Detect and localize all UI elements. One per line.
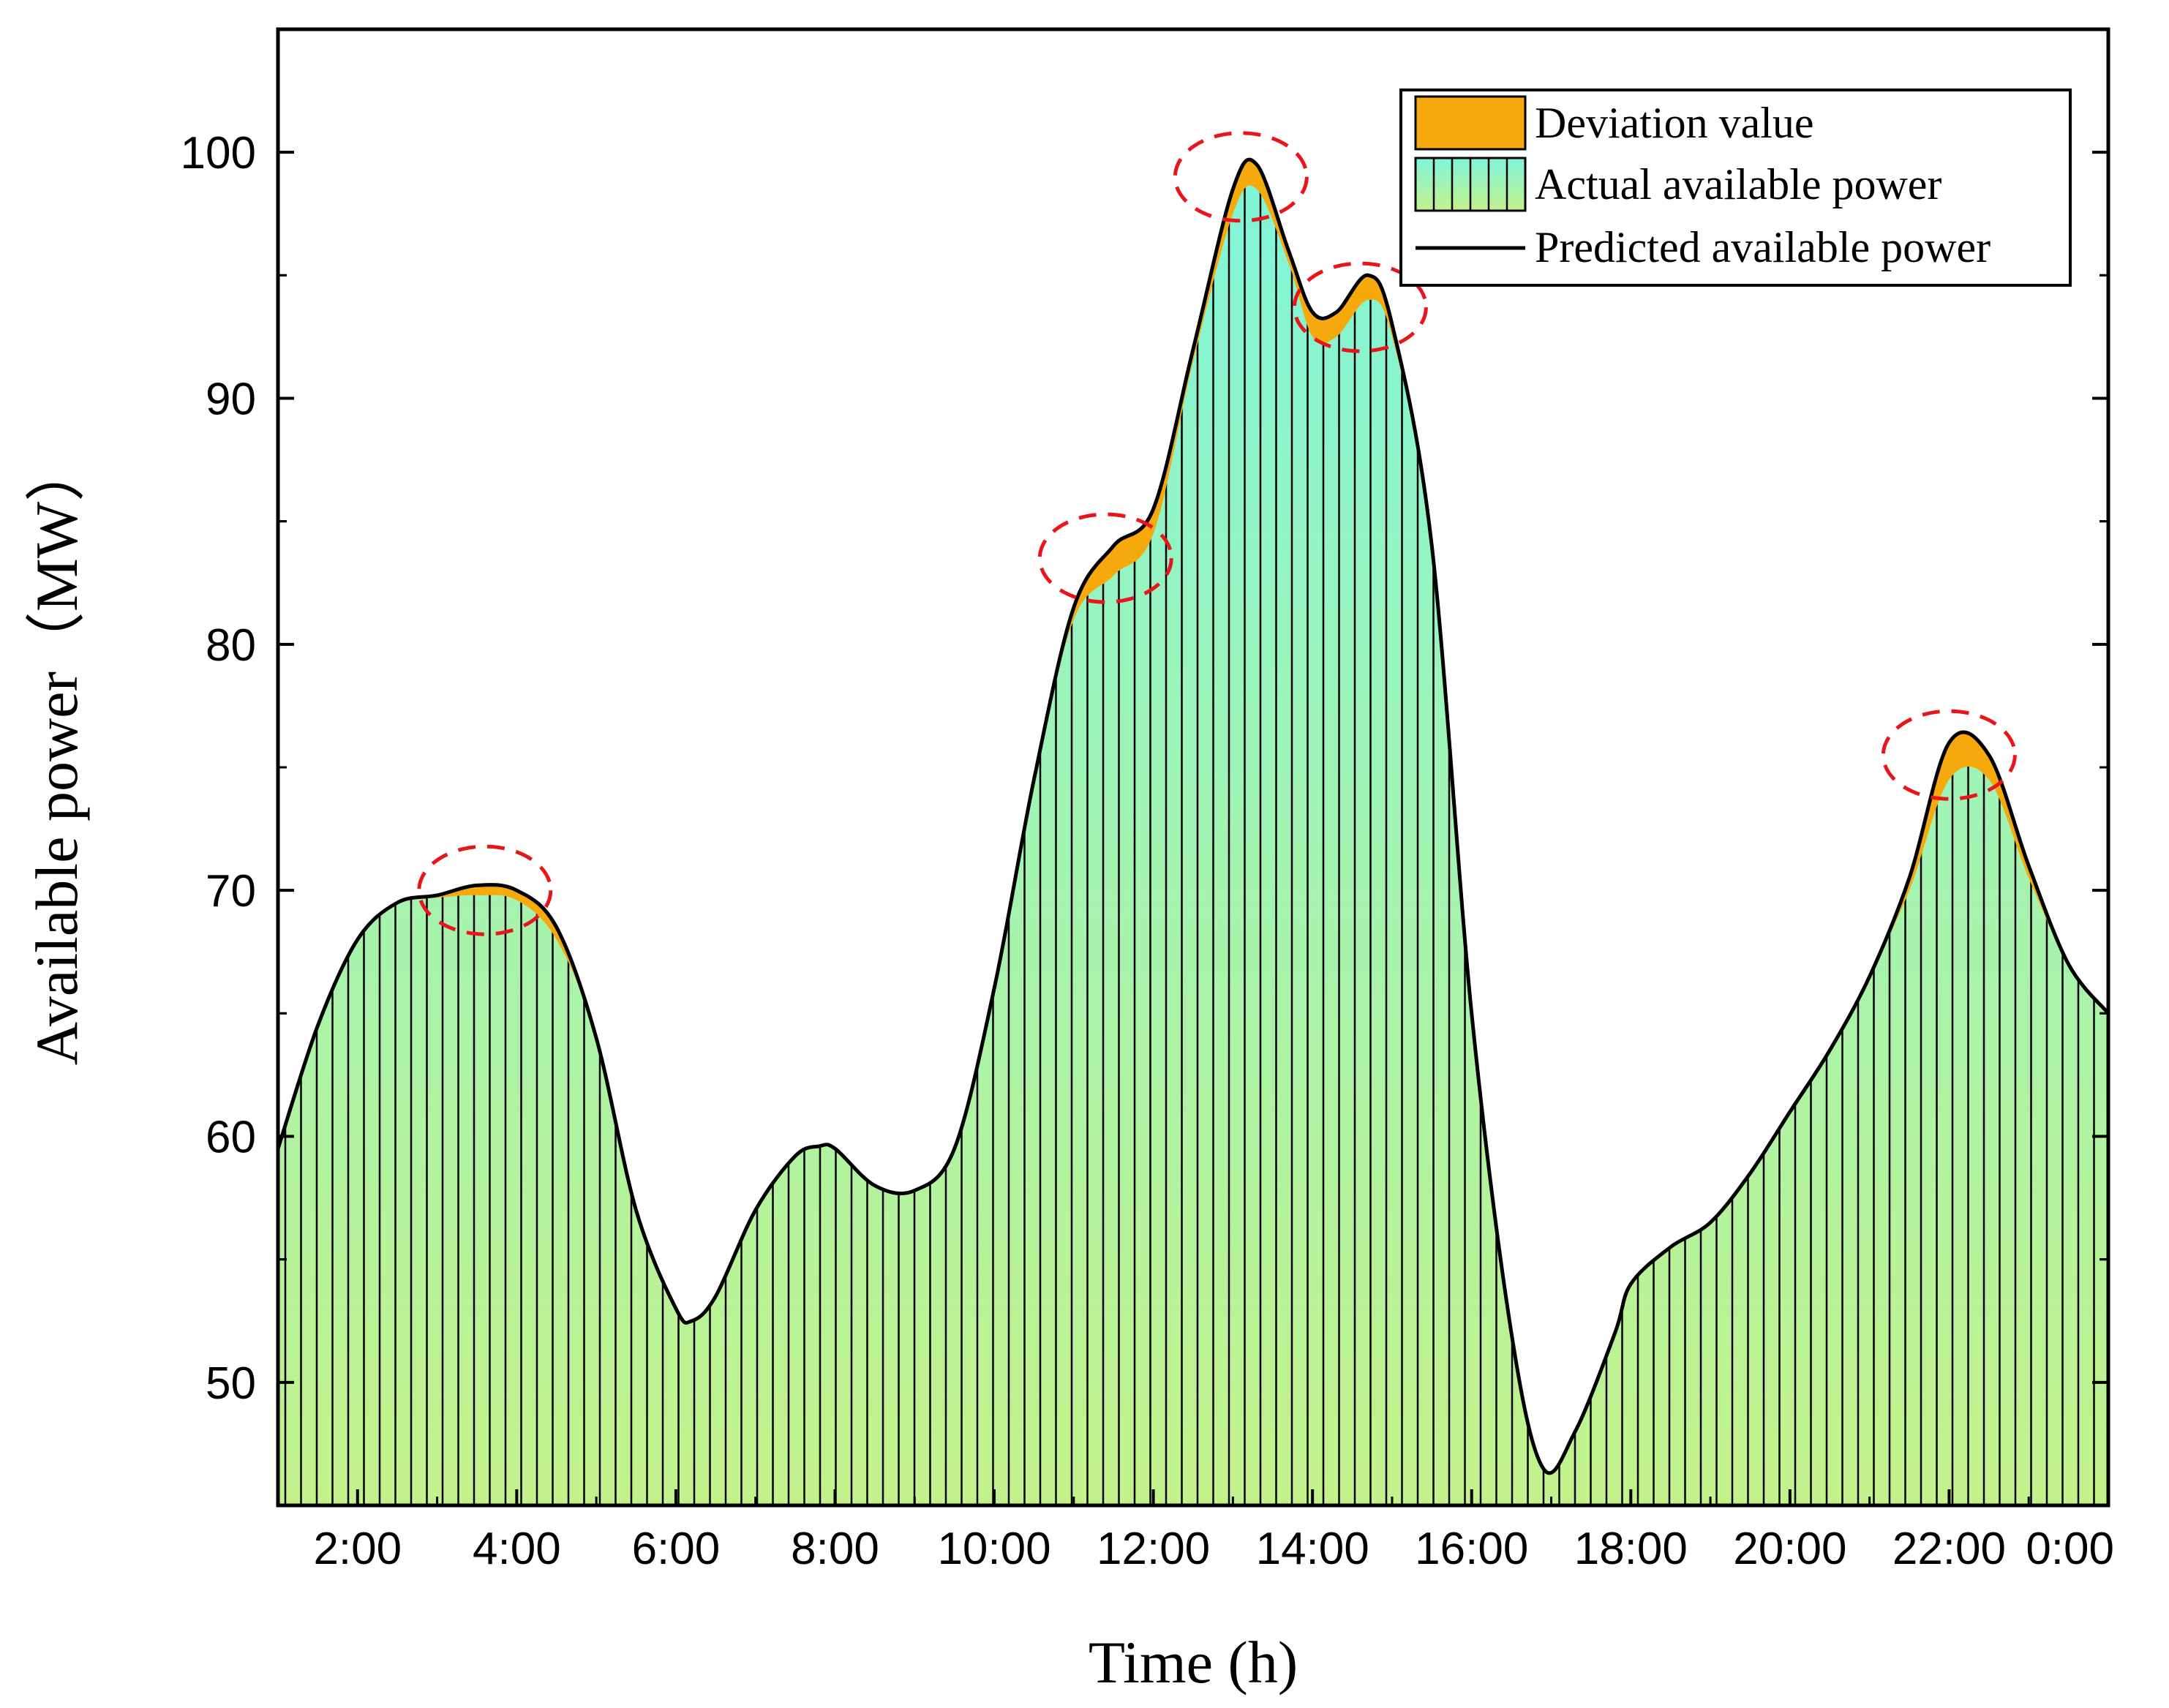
y-axis: 50 60 70 80 90 100 (181, 128, 2108, 1409)
y-tick-label: 70 (206, 866, 256, 917)
x-tick-label: 4:00 (473, 1524, 561, 1574)
y-tick-label: 60 (206, 1113, 256, 1163)
x-tick-label: 6:00 (632, 1524, 721, 1574)
x-tick-label: 8:00 (791, 1524, 879, 1574)
x-tick-label: 20:00 (1733, 1524, 1846, 1574)
annotation-ellipse (1037, 512, 1173, 604)
annotation-ellipse (1292, 261, 1428, 353)
annotations (417, 131, 2017, 936)
legend-label-predicted: Predicted available power (1535, 223, 1991, 271)
x-tick-label: 10:00 (937, 1524, 1050, 1574)
x-tick-label: 14:00 (1256, 1524, 1369, 1574)
x-axis-title: Time (h) (1089, 1629, 1298, 1696)
x-tick-label: 12:00 (1097, 1524, 1210, 1574)
y-tick-label: 80 (206, 620, 256, 671)
legend-swatch-deviation (1414, 95, 1527, 151)
legend-label-actual: Actual available power (1535, 160, 1941, 208)
annotation-ellipse (1881, 709, 2017, 801)
y-tick-label: 100 (181, 128, 256, 178)
y-axis-title: Available power（MW） (23, 442, 90, 1065)
y-tick-label: 90 (206, 375, 256, 425)
x-tick-label: 22:00 (1892, 1524, 2006, 1574)
predicted-available-power-line (278, 157, 2108, 1475)
x-axis: 2:00 4:00 6:00 8:00 10:00 12:00 14:00 16:00 18:0… (277, 1489, 2114, 1574)
annotation-ellipse (417, 844, 553, 936)
x-tick-label: 18:00 (1574, 1524, 1688, 1574)
actual-available-power-area (278, 185, 2108, 1505)
legend-swatch-actual (1414, 157, 1527, 212)
legend: Deviation value Actual available power P… (1399, 89, 2072, 287)
x-tick-label: 0:00 (2026, 1524, 2114, 1574)
annotation-ellipse (1173, 131, 1309, 223)
legend-label-deviation: Deviation value (1535, 99, 1814, 147)
x-tick-label: 16:00 (1415, 1524, 1528, 1574)
y-tick-label: 50 (206, 1358, 256, 1409)
x-tick-label: 2:00 (313, 1524, 402, 1574)
